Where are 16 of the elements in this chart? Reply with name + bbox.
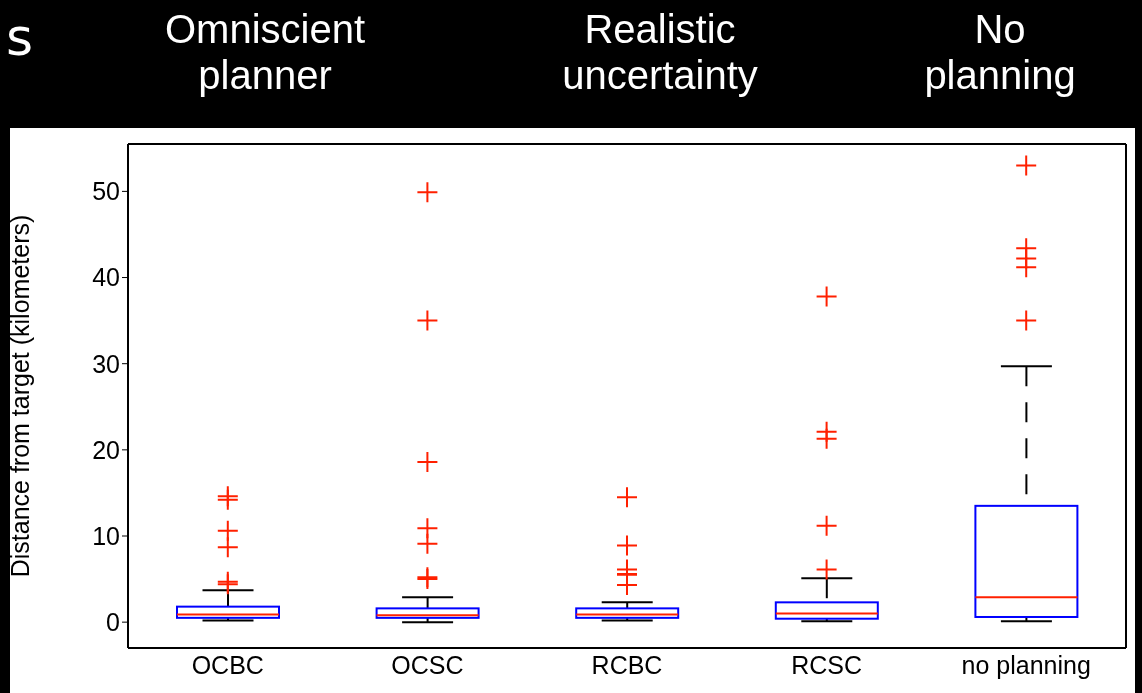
x-tick-label: RCSC xyxy=(791,650,863,679)
y-tick-label: 0 xyxy=(106,608,120,637)
x-tick-label: RCBC xyxy=(591,650,663,679)
x-tick-label: no planning xyxy=(961,650,1091,679)
y-tick-label: 10 xyxy=(92,521,120,550)
x-tick-label: OCSC xyxy=(391,650,464,679)
text: Omniscient planner xyxy=(163,6,367,98)
y-axis-title: Distance from target (kilometers) xyxy=(5,214,34,578)
text: No planning xyxy=(923,6,1077,98)
y-tick-label: 30 xyxy=(92,349,120,378)
text: s xyxy=(6,7,34,67)
y-tick-label: 40 xyxy=(92,263,120,292)
y-tick-label: 20 xyxy=(92,435,120,464)
x-tick-label: OCBC xyxy=(191,650,264,679)
y-tick-label: 50 xyxy=(92,177,120,206)
text: Realistic uncertainty xyxy=(561,6,759,98)
